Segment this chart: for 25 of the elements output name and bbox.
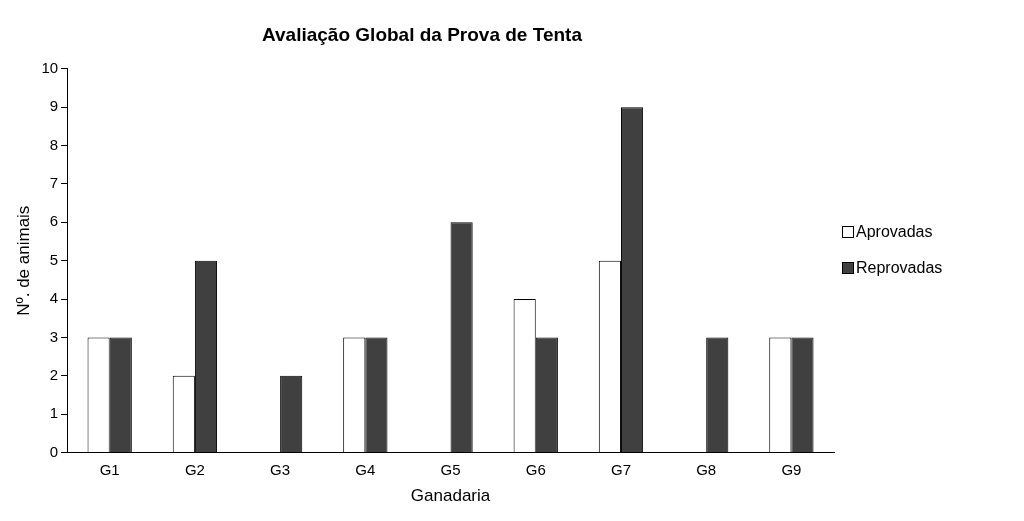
y-tick-label: 0 <box>49 442 59 460</box>
x-tick-label: G3 <box>270 460 291 478</box>
x-tick-label: G7 <box>610 460 631 478</box>
x-tick-label: G6 <box>525 460 546 478</box>
y-tick-label: 5 <box>49 250 59 268</box>
y-tick-label: 8 <box>49 135 59 153</box>
x-tick-label: G1 <box>99 460 120 478</box>
y-tick-label: 3 <box>49 327 59 345</box>
text: Aprovadas <box>856 223 933 241</box>
y-tick-label: 1 <box>49 404 59 422</box>
x-tick-label: G9 <box>781 460 802 478</box>
x-axis-title: Ganadaria <box>410 486 491 506</box>
x-tick-label: G8 <box>696 460 717 478</box>
y-tick-label: 6 <box>49 212 59 230</box>
y-tick-label: 10 <box>41 58 59 76</box>
y-axis-title: Nº. de animais <box>13 205 33 316</box>
x-tick-label: G5 <box>440 460 461 478</box>
chart-title: Avaliação Global da Prova de Tenta <box>262 23 583 45</box>
x-tick-label: G4 <box>355 460 376 478</box>
legend-label: Reprovadas <box>856 259 943 277</box>
y-tick-label: 2 <box>49 365 59 383</box>
y-tick-label: 9 <box>49 97 59 115</box>
y-tick-label: 4 <box>49 289 59 307</box>
x-tick-label: G2 <box>184 460 205 478</box>
y-tick-label: 7 <box>49 174 59 192</box>
